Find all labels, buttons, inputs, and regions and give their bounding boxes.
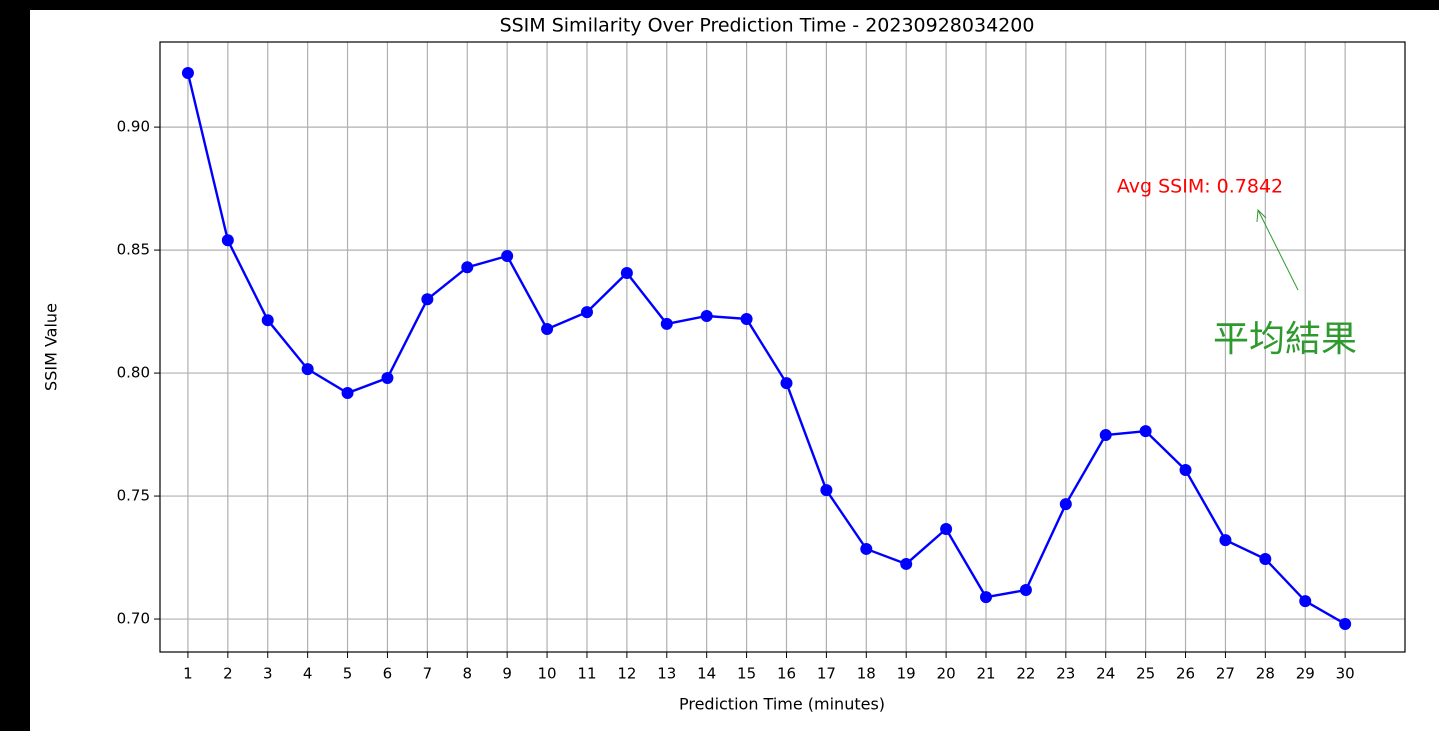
y-tick-label: 0.90 xyxy=(117,118,150,136)
y-tick-label: 0.75 xyxy=(117,487,150,505)
point xyxy=(221,234,234,247)
x-tick-label: 19 xyxy=(897,665,916,683)
x-tick-label: 22 xyxy=(1016,665,1035,683)
point xyxy=(1339,617,1352,630)
x-tick-label: 8 xyxy=(462,665,472,683)
plot-frame xyxy=(159,41,1406,653)
y-tick-label: 0.70 xyxy=(117,610,150,628)
x-tick-label: 3 xyxy=(263,665,273,683)
x-tick-label: 9 xyxy=(502,665,512,683)
point xyxy=(1299,595,1312,608)
x-tick-label: 10 xyxy=(538,665,557,683)
x-tick-label: 21 xyxy=(976,665,995,683)
x-tick-label: 14 xyxy=(697,665,716,683)
x-tick-label: 26 xyxy=(1176,665,1195,683)
annotation-arrowhead xyxy=(1256,208,1267,223)
point xyxy=(381,371,394,384)
chart-title: SSIM Similarity Over Prediction Time - 2… xyxy=(500,15,1035,37)
point xyxy=(900,557,913,570)
point xyxy=(940,523,953,536)
x-tick-label: 30 xyxy=(1336,665,1355,683)
x-tick-label: 29 xyxy=(1296,665,1315,683)
x-tick-label: 24 xyxy=(1096,665,1115,683)
point xyxy=(660,317,673,330)
point xyxy=(1219,534,1232,547)
line xyxy=(186,72,1346,626)
point xyxy=(341,386,354,399)
point xyxy=(580,306,593,319)
x-tick-label: 17 xyxy=(817,665,836,683)
x-tick-label: 6 xyxy=(383,665,393,683)
point xyxy=(181,66,194,79)
point xyxy=(700,310,713,323)
x-axis-label: Prediction Time (minutes) xyxy=(679,695,885,714)
x-tick-label: 25 xyxy=(1136,665,1155,683)
x-tick-label: 12 xyxy=(617,665,636,683)
annotation: Avg SSIM: 0.7842 xyxy=(1117,176,1283,198)
x-tick-label: 2 xyxy=(223,665,233,683)
x-tick-label: 27 xyxy=(1216,665,1235,683)
point xyxy=(261,314,274,327)
point xyxy=(740,312,753,325)
x-tick-label: 4 xyxy=(303,665,313,683)
point xyxy=(1099,429,1112,442)
point xyxy=(421,293,434,306)
y-tick-label: 0.80 xyxy=(117,364,150,382)
x-tick-label: 1 xyxy=(183,665,193,683)
x-tick-label: 5 xyxy=(343,665,353,683)
annotation: 平均結果 xyxy=(1213,319,1357,360)
point xyxy=(820,484,833,497)
x-tick-label: 16 xyxy=(777,665,796,683)
y-axis-label: SSIM Value xyxy=(42,303,61,391)
x-tick-label: 13 xyxy=(657,665,676,683)
x-tick-label: 7 xyxy=(423,665,433,683)
point xyxy=(1139,425,1152,438)
x-tick-label: 28 xyxy=(1256,665,1275,683)
point xyxy=(780,377,793,390)
point xyxy=(461,261,474,274)
point xyxy=(1259,553,1272,566)
figure-background xyxy=(30,10,1439,731)
point xyxy=(301,363,314,376)
x-tick-label: 11 xyxy=(577,665,596,683)
point xyxy=(501,249,514,262)
x-tick-label: 18 xyxy=(857,665,876,683)
x-tick-label: 23 xyxy=(1056,665,1075,683)
point xyxy=(541,323,554,336)
annotation-arrow xyxy=(1257,209,1299,291)
x-tick-label: 20 xyxy=(937,665,956,683)
point xyxy=(1179,463,1192,476)
point xyxy=(980,591,993,604)
point xyxy=(1059,498,1072,511)
x-tick-label: 15 xyxy=(737,665,756,683)
point xyxy=(620,266,633,279)
point xyxy=(860,542,873,555)
y-tick-label: 0.85 xyxy=(117,241,150,259)
point xyxy=(1019,584,1032,597)
